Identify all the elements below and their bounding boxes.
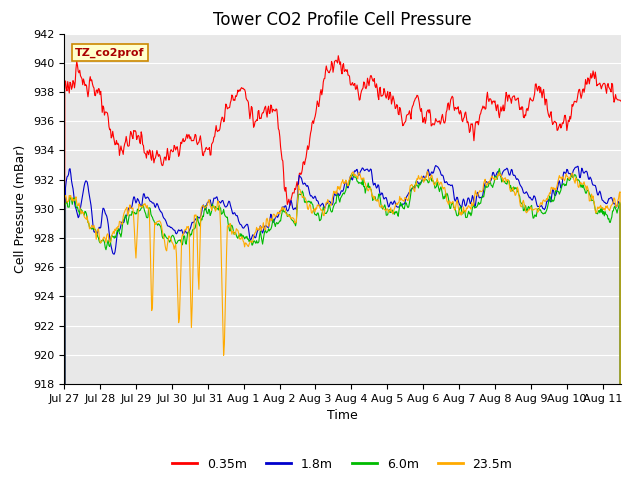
X-axis label: Time: Time — [327, 409, 358, 422]
1.8m — [298, 176, 305, 181]
Line: 1.8m: 1.8m — [64, 166, 621, 480]
1.8m — [460, 198, 468, 204]
0.35m — [335, 53, 342, 59]
0.35m — [474, 119, 481, 124]
Line: 0.35m: 0.35m — [64, 56, 621, 480]
23.5m — [474, 193, 481, 199]
Line: 6.0m: 6.0m — [64, 168, 621, 480]
0.35m — [617, 98, 625, 104]
1.8m — [63, 178, 70, 184]
6.0m — [298, 191, 305, 197]
0.35m — [319, 87, 326, 93]
6.0m — [495, 166, 503, 171]
Line: 23.5m: 23.5m — [64, 171, 621, 480]
6.0m — [138, 205, 146, 211]
23.5m — [138, 204, 146, 210]
Text: TZ_co2prof: TZ_co2prof — [75, 48, 145, 58]
0.35m — [63, 85, 70, 91]
1.8m — [138, 202, 146, 207]
6.0m — [473, 204, 481, 209]
1.8m — [474, 190, 481, 195]
0.35m — [298, 170, 305, 176]
23.5m — [424, 168, 431, 174]
Title: Tower CO2 Profile Cell Pressure: Tower CO2 Profile Cell Pressure — [213, 11, 472, 29]
23.5m — [460, 208, 468, 214]
Legend: 0.35m, 1.8m, 6.0m, 23.5m: 0.35m, 1.8m, 6.0m, 23.5m — [167, 453, 518, 476]
Y-axis label: Cell Pressure (mBar): Cell Pressure (mBar) — [14, 144, 28, 273]
6.0m — [319, 208, 326, 214]
1.8m — [432, 163, 440, 168]
0.35m — [460, 115, 468, 120]
6.0m — [63, 200, 70, 205]
1.8m — [319, 200, 326, 206]
6.0m — [460, 210, 467, 216]
0.35m — [138, 132, 146, 138]
23.5m — [298, 191, 305, 196]
23.5m — [63, 195, 70, 201]
23.5m — [319, 208, 326, 214]
